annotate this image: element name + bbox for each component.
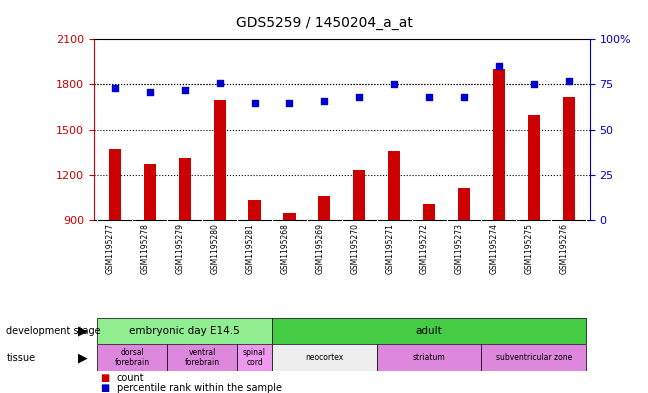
Text: dorsal
forebrain: dorsal forebrain [115, 348, 150, 367]
Bar [272, 318, 586, 344]
Text: GSM1195269: GSM1195269 [316, 223, 325, 274]
Bar [179, 158, 191, 220]
Text: neocortex: neocortex [305, 353, 343, 362]
Bar [248, 200, 260, 220]
Bar [562, 97, 575, 220]
Bar [109, 149, 121, 220]
Text: GSM1195280: GSM1195280 [211, 223, 220, 274]
Point [179, 87, 190, 93]
Text: GSM1195271: GSM1195271 [385, 223, 394, 274]
Text: GSM1195279: GSM1195279 [176, 223, 185, 274]
Text: adult: adult [416, 326, 443, 336]
Point [249, 99, 260, 106]
Text: GSM1195281: GSM1195281 [246, 223, 255, 274]
Text: GSM1195272: GSM1195272 [420, 223, 429, 274]
Point [564, 78, 574, 84]
Bar [237, 344, 272, 371]
Text: GDS5259 / 1450204_a_at: GDS5259 / 1450204_a_at [236, 16, 412, 30]
Point [424, 94, 434, 100]
Text: GSM1195268: GSM1195268 [281, 223, 290, 274]
Point [354, 94, 364, 100]
Bar [493, 70, 505, 220]
Bar [481, 344, 586, 371]
Text: ■: ■ [100, 373, 110, 383]
Bar [283, 213, 295, 220]
Point [459, 94, 469, 100]
Bar [527, 115, 540, 220]
Text: GSM1195277: GSM1195277 [106, 223, 115, 274]
Bar [376, 344, 481, 371]
Text: ▶: ▶ [78, 325, 87, 338]
Point [389, 81, 399, 88]
Text: ▶: ▶ [78, 351, 87, 364]
Point [494, 63, 504, 70]
Point [145, 88, 155, 95]
Text: percentile rank within the sample: percentile rank within the sample [117, 383, 282, 393]
Bar [272, 344, 376, 371]
Text: embryonic day E14.5: embryonic day E14.5 [130, 326, 240, 336]
Point [529, 81, 539, 88]
Text: GSM1195278: GSM1195278 [141, 223, 150, 274]
Point [214, 79, 225, 86]
Text: striatum: striatum [413, 353, 445, 362]
Bar [458, 188, 470, 220]
Bar [388, 151, 400, 220]
Text: ■: ■ [100, 383, 110, 393]
Bar [214, 99, 226, 220]
Point [110, 85, 120, 91]
Bar [97, 318, 272, 344]
Text: spinal
cord: spinal cord [243, 348, 266, 367]
Text: GSM1195275: GSM1195275 [525, 223, 534, 274]
Bar [353, 171, 365, 220]
Text: subventricular zone: subventricular zone [496, 353, 572, 362]
Text: GSM1195276: GSM1195276 [560, 223, 569, 274]
Text: development stage: development stage [6, 326, 101, 336]
Text: ventral
forebrain: ventral forebrain [185, 348, 220, 367]
Bar [318, 196, 330, 220]
Text: GSM1195273: GSM1195273 [455, 223, 464, 274]
Bar [167, 344, 237, 371]
Text: GSM1195274: GSM1195274 [490, 223, 499, 274]
Text: count: count [117, 373, 145, 383]
Text: GSM1195270: GSM1195270 [351, 223, 359, 274]
Bar [423, 204, 435, 220]
Text: tissue: tissue [6, 353, 36, 363]
Point [284, 99, 295, 106]
Bar [144, 164, 156, 220]
Point [319, 97, 330, 104]
Bar [97, 344, 167, 371]
